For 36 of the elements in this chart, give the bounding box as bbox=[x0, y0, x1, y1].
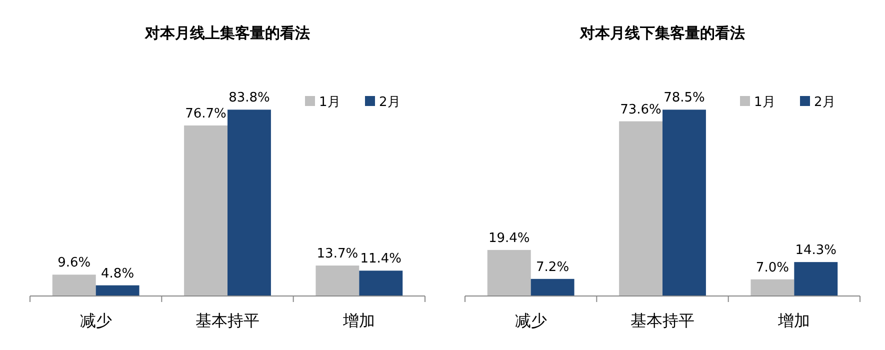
data-label: 9.6% bbox=[58, 256, 91, 271]
data-label: 14.3% bbox=[795, 243, 837, 258]
x-tick-label: 减少 bbox=[80, 311, 112, 330]
bar bbox=[359, 270, 403, 296]
bar bbox=[530, 278, 574, 296]
data-label: 7.2% bbox=[536, 260, 570, 275]
legend-label: 2月 bbox=[379, 95, 400, 110]
bar bbox=[750, 279, 794, 296]
legend-label: 1月 bbox=[754, 95, 776, 110]
x-tick-label: 基本持平 bbox=[196, 311, 260, 330]
data-label: 19.4% bbox=[488, 230, 530, 246]
legend-label: 2月 bbox=[814, 95, 836, 110]
data-label: 73.6% bbox=[620, 102, 662, 118]
data-label: 4.8% bbox=[101, 266, 134, 282]
x-tick-label: 增加 bbox=[342, 311, 376, 330]
bar bbox=[228, 110, 271, 296]
data-label: 76.7% bbox=[185, 106, 226, 122]
bar bbox=[662, 110, 706, 296]
data-label: 78.5% bbox=[664, 90, 705, 106]
x-tick-label: 基本持平 bbox=[630, 311, 694, 330]
data-label: 13.7% bbox=[316, 246, 358, 262]
bar bbox=[52, 274, 96, 296]
chart-title: 对本月线下集客量的看法 bbox=[579, 24, 745, 42]
data-label: 83.8% bbox=[228, 90, 270, 106]
bar bbox=[316, 266, 360, 296]
chart-title: 对本月线上集客量的看法 bbox=[144, 24, 310, 42]
x-tick-label: 增加 bbox=[777, 311, 810, 330]
bar bbox=[96, 285, 140, 296]
bar bbox=[794, 262, 838, 296]
legend-label: 1月 bbox=[319, 95, 340, 110]
x-tick-label: 减少 bbox=[514, 311, 547, 330]
data-label: 11.4% bbox=[360, 252, 402, 267]
data-label: 7.0% bbox=[756, 260, 789, 276]
bar bbox=[619, 121, 662, 296]
bar bbox=[487, 250, 531, 296]
bar bbox=[184, 125, 228, 296]
